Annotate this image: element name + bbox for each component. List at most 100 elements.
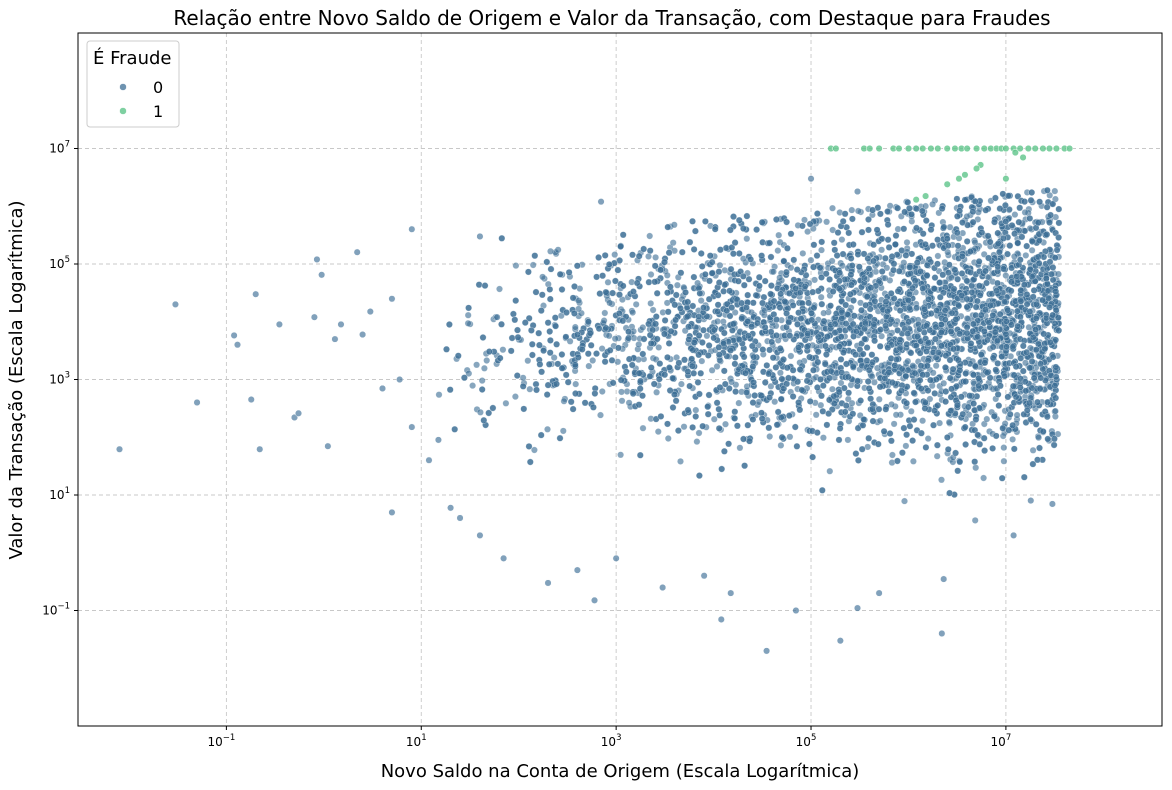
- series-0-cloud-point: [608, 356, 616, 364]
- series-0-cloud-point: [947, 328, 955, 335]
- series-0-cloud-point: [630, 288, 637, 295]
- series-0-cloud-point: [464, 311, 472, 319]
- series-0-cloud-point: [1021, 198, 1028, 205]
- series-0-cloud-point: [715, 279, 723, 286]
- series-0-cloud-point: [970, 400, 977, 407]
- series-0-cloud-point: [980, 250, 988, 258]
- series-0-cloud-point: [994, 263, 1002, 271]
- series-0-cloud-point: [997, 382, 1004, 390]
- series-0-cloud-point: [845, 389, 852, 397]
- series-0-cloud-point: [714, 291, 722, 299]
- series-0-cloud-point: [695, 429, 703, 437]
- series-0-cloud-point: [814, 210, 821, 217]
- series-0-cloud-point: [931, 274, 939, 281]
- series-0-cloud-point: [822, 342, 829, 350]
- series-0-cloud-point: [647, 271, 655, 278]
- series-0-cloud-point: [780, 356, 787, 363]
- series-0-cloud-point: [863, 293, 871, 300]
- series-0-cloud-point: [593, 273, 600, 281]
- series-0-cloud-point: [775, 231, 783, 239]
- series-0-cloud-point: [665, 340, 673, 347]
- series-0-cloud-point: [536, 360, 544, 368]
- series-0-cloud-point: [715, 268, 723, 276]
- series-0-cloud-point: [746, 437, 753, 445]
- series-0-cloud-point: [600, 317, 608, 324]
- series-0-cloud-point: [571, 323, 579, 331]
- series-0-cloud-point: [708, 258, 716, 266]
- series-0-cloud-point: [1000, 234, 1007, 242]
- series-0-cloud-point: [601, 358, 609, 366]
- series-0-cloud-point: [785, 290, 793, 297]
- series-0-cloud-point: [895, 267, 903, 275]
- series-0-cloud-point: [443, 345, 450, 353]
- series-0-cloud-point: [900, 225, 908, 233]
- series-0-cloud-point: [586, 329, 594, 337]
- series-0-cloud-point: [776, 304, 784, 311]
- series-0-cloud-point: [954, 275, 961, 283]
- series-0-cloud-point: [912, 398, 919, 406]
- series-0-cloud-point: [761, 277, 769, 285]
- series-0-cloud-point: [732, 388, 739, 395]
- series-0-cloud-point: [942, 364, 949, 371]
- series-0-cloud-point: [528, 340, 536, 348]
- series-0-cloud-point: [625, 355, 633, 363]
- series-0-cloud-point: [714, 318, 721, 325]
- series-0-cloud-point: [916, 349, 924, 357]
- series-0-cloud-point: [1004, 306, 1012, 314]
- series-0-cloud-point: [684, 368, 692, 376]
- series-0-cloud-point: [776, 274, 784, 282]
- series-0-cloud-point: [513, 372, 521, 379]
- series-0-cloud-point: [731, 354, 739, 361]
- series-0-cloud-point: [910, 457, 917, 465]
- series-0-cloud-point: [572, 390, 579, 397]
- series-0-cloud-point: [736, 444, 744, 452]
- series-0-cloud-point: [601, 309, 609, 317]
- series-0-cloud-point: [700, 326, 707, 334]
- series-0-cloud-point: [1011, 211, 1019, 218]
- series-0-cloud-point: [763, 362, 771, 369]
- series-0-cloud-point: [834, 229, 842, 236]
- series-0-cloud-point: [571, 283, 578, 290]
- series-0-cloud-point: [615, 344, 622, 352]
- series-0-cloud-point: [697, 250, 705, 257]
- series-0-cloud-point: [704, 352, 712, 359]
- series-0-cloud-point: [944, 248, 952, 256]
- series-0-cloud-point: [514, 333, 522, 341]
- series-0-cloud-point: [1043, 186, 1051, 194]
- series-0-cloud-point: [974, 297, 981, 305]
- series-0-cloud-point: [963, 238, 971, 245]
- series-0-cloud-point: [701, 271, 709, 278]
- series-0-cloud-point: [560, 397, 568, 405]
- series-0-cloud-point: [637, 377, 644, 385]
- series-0-cloud-point: [953, 229, 961, 237]
- series-0-cloud-point: [986, 238, 994, 246]
- series-0-cloud-point: [936, 293, 944, 301]
- series-0-cloud-point: [1021, 209, 1029, 216]
- series-0-cloud-point: [599, 272, 606, 280]
- series-0-cloud-point: [869, 358, 876, 366]
- series-0-cloud-point: [611, 251, 619, 258]
- series-0-cloud-point: [469, 382, 476, 389]
- series-0-cloud-point: [714, 301, 722, 309]
- series-0-cloud-point: [783, 364, 791, 372]
- series-0-cloud-point: [923, 362, 931, 370]
- series-0-cloud-point: [635, 341, 643, 348]
- series-0-cloud-point: [907, 349, 915, 357]
- series-0-cloud-point: [923, 347, 930, 355]
- series-0-cloud-point: [669, 239, 677, 247]
- series-0-cloud-point: [1051, 382, 1059, 390]
- series-0-cloud-point: [883, 264, 891, 272]
- series-0-cloud-point: [740, 225, 747, 232]
- series-0-cloud-point: [893, 356, 900, 363]
- series-0-cloud-point: [884, 208, 891, 215]
- series-0-cloud-point: [715, 425, 723, 432]
- series-0-cloud-point: [783, 380, 791, 388]
- series-0-cloud-point: [936, 419, 943, 427]
- series-0-cloud-point: [984, 336, 991, 344]
- series-0-cloud-point: [1009, 382, 1017, 390]
- series-0-cloud-point: [1023, 300, 1031, 308]
- series-0-cloud-point: [1048, 270, 1055, 278]
- series-0-cloud-point: [954, 401, 961, 409]
- series-0-cloud-point: [876, 417, 884, 425]
- series-0-cloud-point: [946, 489, 953, 497]
